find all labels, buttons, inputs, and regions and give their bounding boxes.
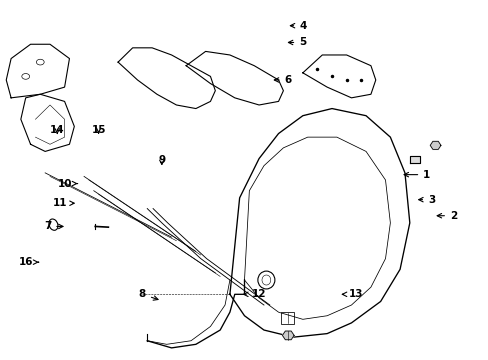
Text: 7: 7 [44, 221, 63, 231]
Text: 10: 10 [57, 179, 77, 189]
Text: 4: 4 [290, 21, 306, 31]
Text: 13: 13 [342, 289, 363, 299]
Text: 8: 8 [139, 289, 158, 300]
Text: 15: 15 [91, 125, 106, 135]
Text: 11: 11 [52, 198, 74, 208]
Text: 6: 6 [274, 75, 291, 85]
Text: 1: 1 [403, 170, 429, 180]
Text: 2: 2 [436, 211, 456, 221]
Text: 3: 3 [418, 195, 434, 204]
Text: 16: 16 [19, 257, 39, 267]
Text: 9: 9 [158, 156, 165, 165]
Polygon shape [409, 156, 419, 163]
Text: 5: 5 [288, 37, 306, 48]
Text: 14: 14 [50, 125, 64, 135]
Polygon shape [429, 141, 440, 149]
Text: 12: 12 [243, 289, 266, 299]
Polygon shape [282, 331, 293, 340]
